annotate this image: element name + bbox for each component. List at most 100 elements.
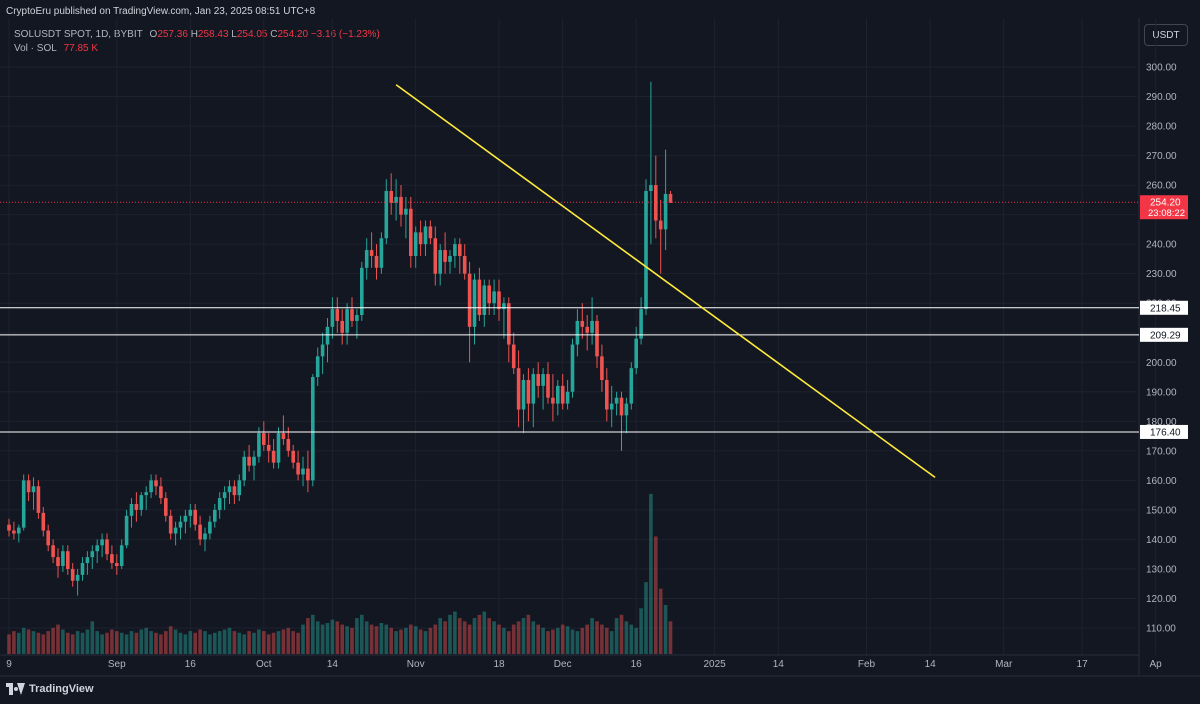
candle-body (17, 527, 21, 534)
volume-bar (271, 632, 276, 654)
candle-body (227, 486, 232, 493)
volume-bar (70, 634, 75, 654)
volume-bar (41, 634, 46, 654)
volume-bar (66, 632, 70, 654)
candle-body (70, 568, 75, 581)
volume-bar (75, 631, 80, 654)
volume-bar (477, 614, 482, 654)
x-tick-label: 2025 (703, 659, 726, 670)
candle-body (526, 379, 531, 404)
volume-bar (418, 629, 423, 654)
volume-bar (619, 614, 624, 654)
volume-bar (462, 621, 467, 654)
volume-bar (80, 632, 85, 654)
volume-bar (369, 624, 374, 654)
candle-body (188, 509, 193, 516)
candle-body (237, 480, 242, 496)
volume-bar (472, 618, 477, 654)
candle-body (585, 326, 589, 333)
volume-bar (595, 621, 599, 654)
candle-body (541, 374, 545, 386)
volume-bar (315, 621, 320, 654)
candle-body (320, 344, 325, 357)
symbol-label: SOLUSDT SPOT, 1D, BYBIT (14, 29, 143, 40)
volume-bar (654, 536, 658, 654)
candle-body (355, 315, 359, 321)
candle-body (629, 368, 634, 404)
volume-bar (281, 629, 286, 654)
bar-countdown-label: 23:08:22 (1148, 208, 1185, 219)
volume-bar (17, 632, 21, 654)
candle-body (521, 379, 526, 410)
candle-body (154, 480, 158, 487)
volume-bar (364, 621, 369, 654)
volume-bar (639, 608, 643, 654)
volume-bar (438, 618, 442, 654)
volume-bar (252, 632, 256, 654)
volume-bar (257, 629, 261, 654)
volume-bar (345, 626, 349, 654)
candle-body (575, 320, 580, 345)
x-tick-label: 18 (493, 659, 505, 670)
currency-button[interactable]: USDT (1144, 24, 1188, 46)
x-tick-label: 14 (925, 659, 937, 670)
candle-body (389, 191, 393, 203)
volume-bar (556, 627, 560, 654)
volume-bar (95, 631, 99, 654)
candle-body (217, 498, 222, 510)
y-tick-label: 120.00 (1146, 594, 1177, 605)
candle-body (428, 226, 433, 239)
candle-body (384, 191, 389, 239)
candle-body (448, 255, 452, 262)
candle-body (129, 503, 134, 516)
candle-body (119, 545, 124, 566)
grid-group (0, 18, 1157, 655)
volume-bar (507, 631, 511, 654)
volume-bar (242, 634, 246, 654)
volume-bar (193, 632, 197, 654)
candle-body (600, 356, 604, 380)
volume-bar (614, 618, 619, 654)
volume-bar (21, 627, 26, 654)
candle-body (149, 480, 153, 493)
volume-bar (36, 632, 41, 654)
candle-body (203, 533, 207, 540)
candle-body (345, 309, 349, 333)
candle-body (433, 238, 438, 274)
volume-bar (110, 629, 114, 654)
candle-body (31, 486, 36, 493)
candle-body (315, 356, 320, 378)
candle-body (340, 320, 344, 333)
descending-trendline (395, 84, 936, 479)
candle-body (291, 450, 295, 463)
candle-body (609, 403, 614, 410)
volume-bar (502, 627, 506, 654)
candle-body (85, 557, 90, 564)
y-tick-label: 180.00 (1146, 417, 1177, 428)
candle-body (418, 232, 423, 245)
volume-bar (90, 621, 95, 654)
candle-body (301, 468, 305, 475)
volume-bar (423, 631, 428, 654)
volume-bar (198, 629, 202, 654)
volume-bar (203, 631, 207, 654)
candle-body (374, 255, 379, 268)
tradingview-footer[interactable]: TradingView (6, 683, 94, 695)
volume-bar (173, 629, 178, 654)
close-value: 254.20 (277, 29, 309, 40)
volume-bar (262, 631, 266, 654)
y-tick-label: 110.00 (1146, 624, 1176, 635)
volume-bar (428, 627, 433, 654)
volume-bar (609, 631, 614, 654)
volume-bar (301, 624, 305, 654)
candle-body (634, 338, 638, 369)
candle-body (164, 498, 168, 516)
volume-bar (335, 621, 340, 654)
candle-body (26, 480, 31, 493)
volume-bar (560, 624, 565, 654)
candle-body (56, 557, 60, 566)
candle-body (477, 279, 482, 316)
volume-bar (124, 634, 129, 654)
candle-body (208, 521, 212, 534)
